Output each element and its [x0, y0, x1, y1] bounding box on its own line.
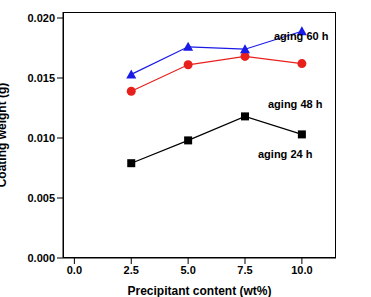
svg-text:0.0: 0.0: [67, 264, 82, 276]
svg-text:0.000: 0.000: [27, 252, 55, 264]
html-text:aging 48 h: aging 48 h: [268, 98, 323, 110]
svg-text:0.005: 0.005: [27, 192, 55, 204]
html-text:aging 60 h: aging 60 h: [274, 30, 329, 42]
svg-text:Coating weight (g): Coating weight (g): [0, 83, 9, 188]
svg-text:2.5: 2.5: [124, 264, 139, 276]
svg-text:0.020: 0.020: [27, 12, 55, 24]
html-text:aging 24 h: aging 24 h: [258, 148, 313, 160]
svg-text:5.0: 5.0: [180, 264, 195, 276]
svg-text:7.5: 7.5: [237, 264, 252, 276]
svg-text:Precipitant content (wt%): Precipitant content (wt%): [127, 284, 271, 297]
svg-text:0.010: 0.010: [27, 132, 55, 144]
svg-text:10.0: 10.0: [291, 264, 312, 276]
svg-text:0.015: 0.015: [27, 72, 55, 84]
